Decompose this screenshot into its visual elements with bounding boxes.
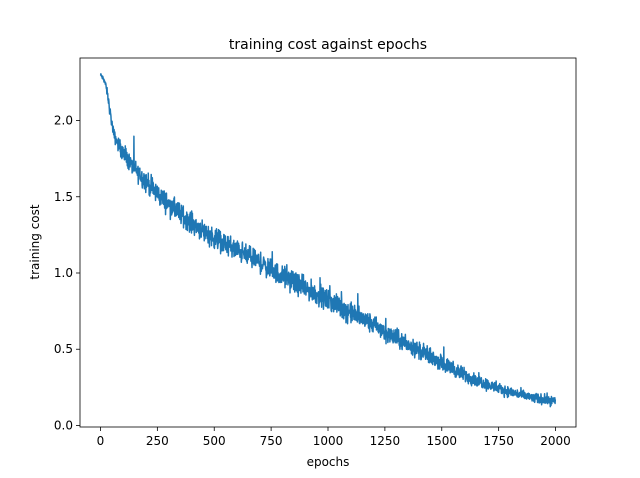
y-tick-label: 1.0 <box>54 266 73 280</box>
x-tick-label: 250 <box>146 434 169 448</box>
plot-frame <box>79 57 577 428</box>
y-axis: 0.0 0.5 1.0 1.5 2.0 <box>54 114 80 432</box>
x-axis-label: epochs <box>307 455 350 469</box>
x-axis: 0 250 500 750 1000 1250 1500 1750 2000 <box>97 427 571 448</box>
chart-title: training cost against epochs <box>229 37 427 53</box>
x-tick-label: 750 <box>260 434 283 448</box>
x-tick-label: 1250 <box>370 434 401 448</box>
y-tick-label: 0.5 <box>54 342 73 356</box>
plot-area <box>79 57 577 428</box>
y-axis-label: training cost <box>28 204 42 279</box>
x-tick-label: 1500 <box>426 434 457 448</box>
x-tick-label: 500 <box>203 434 226 448</box>
series-layer <box>99 73 557 408</box>
y-tick-label: 2.0 <box>54 114 73 128</box>
x-tick-label: 0 <box>97 434 105 448</box>
x-tick-label: 2000 <box>540 434 571 448</box>
y-tick-label: 1.5 <box>54 190 73 204</box>
x-tick-label: 1000 <box>313 434 344 448</box>
training-cost-line <box>99 73 557 408</box>
y-tick-label: 0.0 <box>54 418 73 432</box>
x-tick-label: 1750 <box>483 434 514 448</box>
